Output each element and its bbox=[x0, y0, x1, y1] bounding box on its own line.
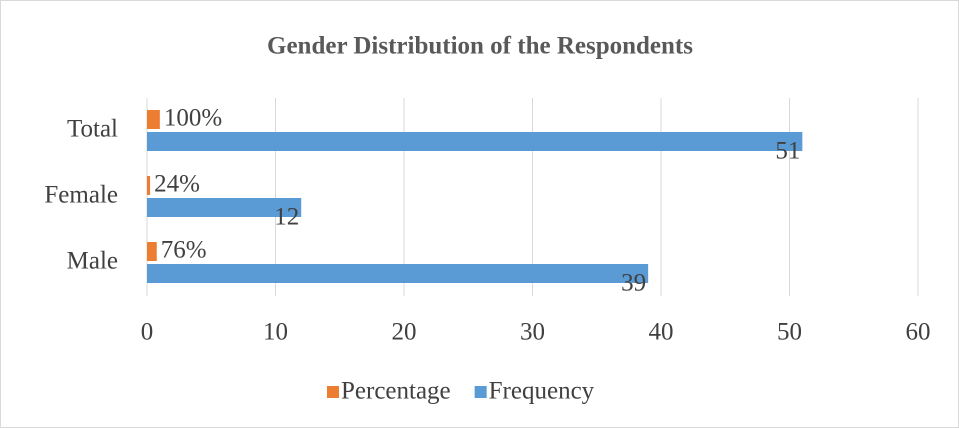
legend-swatch bbox=[327, 386, 339, 398]
x-tick-label: 0 bbox=[141, 319, 154, 346]
chart-title: Gender Distribution of the Respondents bbox=[267, 33, 693, 60]
x-tick-label: 10 bbox=[263, 319, 288, 346]
data-label: 100% bbox=[164, 105, 222, 132]
bar bbox=[147, 176, 151, 195]
bar bbox=[147, 264, 649, 283]
x-tick-label: 50 bbox=[777, 319, 802, 346]
x-tick-label: 30 bbox=[520, 319, 545, 346]
data-label: 51 bbox=[775, 138, 800, 165]
data-label: 39 bbox=[621, 270, 646, 297]
legend-label: Percentage bbox=[341, 378, 451, 405]
x-tick-label: 20 bbox=[392, 319, 417, 346]
data-label: 12 bbox=[274, 204, 299, 231]
bar bbox=[147, 132, 803, 151]
bar bbox=[147, 110, 160, 129]
bar bbox=[147, 242, 157, 261]
y-tick-label: Male bbox=[67, 248, 118, 275]
x-tick-label: 40 bbox=[649, 319, 674, 346]
data-label: 24% bbox=[154, 171, 200, 198]
data-label: 76% bbox=[161, 237, 207, 264]
legend-label: Frequency bbox=[489, 378, 595, 405]
y-tick-label: Total bbox=[67, 116, 118, 143]
bar bbox=[147, 198, 302, 217]
y-tick-label: Female bbox=[44, 182, 118, 209]
x-tick-label: 60 bbox=[906, 319, 931, 346]
legend-swatch bbox=[474, 386, 487, 398]
